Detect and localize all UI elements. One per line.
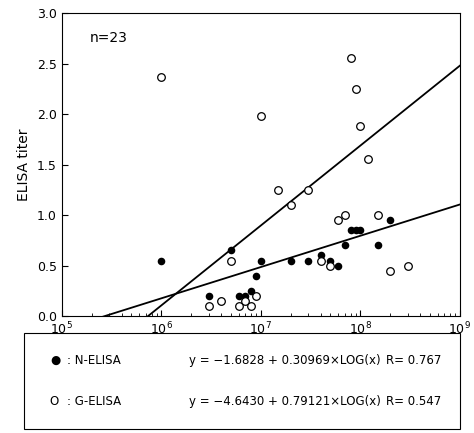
Point [334,216,342,223]
Point [227,247,235,254]
Point [287,201,294,208]
Text: : G-ELISA: : G-ELISA [67,395,121,408]
Point [347,55,355,62]
Point [317,257,324,264]
Point [217,297,225,304]
Point [274,186,282,193]
Y-axis label: ELISA titer: ELISA titer [17,128,31,201]
Point [404,262,411,269]
Point [257,257,264,264]
Point [257,113,264,120]
Point [227,257,235,264]
Point [241,297,249,304]
Point [205,303,212,310]
Point [341,242,348,249]
Point [327,257,334,264]
Point [356,123,364,129]
Point [304,257,312,264]
Text: ●: ● [50,354,60,367]
Point [241,292,249,299]
X-axis label: Infectivity (pfu/ml): Infectivity (pfu/ml) [196,343,325,357]
Point [235,292,242,299]
Point [347,227,355,234]
Point [247,288,255,294]
Point [374,212,382,219]
Point [352,85,359,92]
Point [365,156,372,163]
Point [287,257,294,264]
Point [252,272,260,279]
Point [352,227,359,234]
Point [341,212,348,219]
Point [157,73,165,80]
Point [327,262,334,269]
Text: R= 0.547: R= 0.547 [386,395,441,408]
Point [205,292,212,299]
Point [356,227,364,234]
Text: R= 0.767: R= 0.767 [386,354,441,367]
Point [247,303,255,310]
Point [374,242,382,249]
Text: : N-ELISA: : N-ELISA [67,354,121,367]
Point [334,262,342,269]
Point [386,267,394,274]
Text: O: O [50,395,59,408]
Point [317,252,324,259]
Point [217,297,225,304]
Point [235,303,242,310]
Text: y = −4.6430 + 0.79121×LOG(x): y = −4.6430 + 0.79121×LOG(x) [190,395,381,408]
Point [304,186,312,193]
Text: n=23: n=23 [90,31,128,45]
Point [252,292,260,299]
Point [157,257,165,264]
Text: y = −1.6828 + 0.30969×LOG(x): y = −1.6828 + 0.30969×LOG(x) [190,354,381,367]
Point [386,216,394,223]
